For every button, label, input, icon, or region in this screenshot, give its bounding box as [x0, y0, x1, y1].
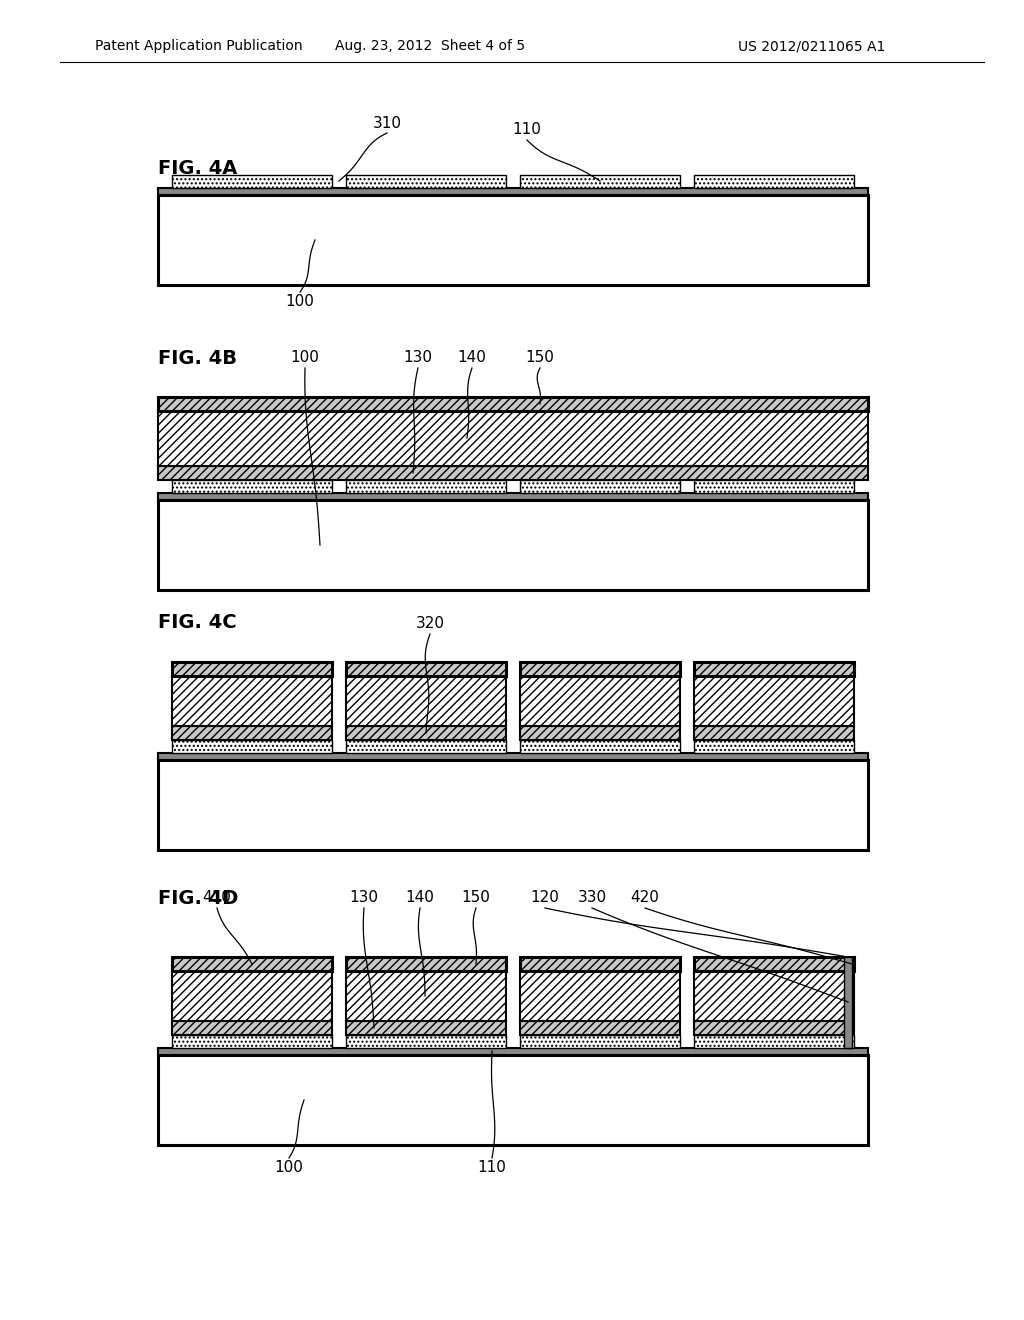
Bar — [694, 676, 854, 726]
Text: 110: 110 — [477, 1160, 507, 1176]
Bar — [158, 500, 868, 590]
Bar — [520, 676, 680, 726]
Bar — [694, 741, 854, 752]
Bar — [346, 663, 506, 676]
Bar — [694, 176, 854, 187]
Text: 410: 410 — [203, 891, 231, 906]
Text: Patent Application Publication: Patent Application Publication — [95, 40, 303, 53]
Bar — [520, 972, 680, 1020]
Text: FIG. 4A: FIG. 4A — [158, 158, 238, 177]
Bar — [172, 1020, 332, 1035]
Bar — [694, 1035, 854, 1048]
Bar — [172, 663, 332, 676]
Text: 320: 320 — [416, 616, 444, 631]
Bar — [158, 466, 868, 480]
Text: US 2012/0211065 A1: US 2012/0211065 A1 — [738, 40, 886, 53]
Text: 100: 100 — [286, 294, 314, 309]
Text: 110: 110 — [513, 123, 542, 137]
Bar — [158, 195, 868, 285]
Bar — [520, 741, 680, 752]
Bar — [172, 972, 332, 1020]
Bar — [520, 663, 680, 676]
Bar — [520, 957, 680, 972]
Text: 130: 130 — [349, 891, 379, 906]
Text: 330: 330 — [578, 891, 606, 906]
Text: 100: 100 — [291, 351, 319, 366]
Bar — [694, 480, 854, 492]
Bar — [694, 972, 854, 1020]
Text: 310: 310 — [373, 116, 401, 131]
Bar — [346, 1035, 506, 1048]
Bar — [694, 663, 854, 676]
Bar — [172, 957, 332, 972]
Bar — [520, 726, 680, 741]
Bar — [346, 972, 506, 1020]
Bar — [158, 411, 868, 466]
Bar — [158, 1048, 868, 1055]
Text: 420: 420 — [631, 891, 659, 906]
Bar — [520, 480, 680, 492]
Bar — [346, 176, 506, 187]
Text: 100: 100 — [274, 1160, 303, 1176]
Bar — [158, 752, 868, 760]
Bar — [172, 1035, 332, 1048]
Bar — [346, 741, 506, 752]
Bar — [346, 726, 506, 741]
Bar — [172, 176, 332, 187]
Text: 120: 120 — [530, 891, 559, 906]
Bar — [158, 187, 868, 195]
Bar — [694, 726, 854, 741]
Bar — [172, 741, 332, 752]
Text: 140: 140 — [458, 351, 486, 366]
Bar — [694, 1020, 854, 1035]
Text: FIG. 4B: FIG. 4B — [158, 348, 237, 367]
Bar — [844, 957, 852, 1048]
Bar — [520, 1035, 680, 1048]
Bar — [158, 397, 868, 411]
Bar — [520, 1020, 680, 1035]
Bar — [346, 1020, 506, 1035]
Bar — [158, 1055, 868, 1144]
Text: 140: 140 — [406, 891, 434, 906]
Text: FIG. 4D: FIG. 4D — [158, 888, 239, 908]
Bar — [158, 760, 868, 850]
Text: 130: 130 — [403, 351, 432, 366]
Bar — [172, 676, 332, 726]
Text: 150: 150 — [462, 891, 490, 906]
Text: Aug. 23, 2012  Sheet 4 of 5: Aug. 23, 2012 Sheet 4 of 5 — [335, 40, 525, 53]
Bar — [346, 676, 506, 726]
Bar — [346, 480, 506, 492]
Text: 150: 150 — [525, 351, 554, 366]
Bar — [520, 176, 680, 187]
Bar — [172, 726, 332, 741]
Text: FIG. 4C: FIG. 4C — [158, 612, 237, 631]
Bar — [346, 957, 506, 972]
Bar — [172, 480, 332, 492]
Bar — [694, 957, 854, 972]
Bar — [158, 492, 868, 500]
